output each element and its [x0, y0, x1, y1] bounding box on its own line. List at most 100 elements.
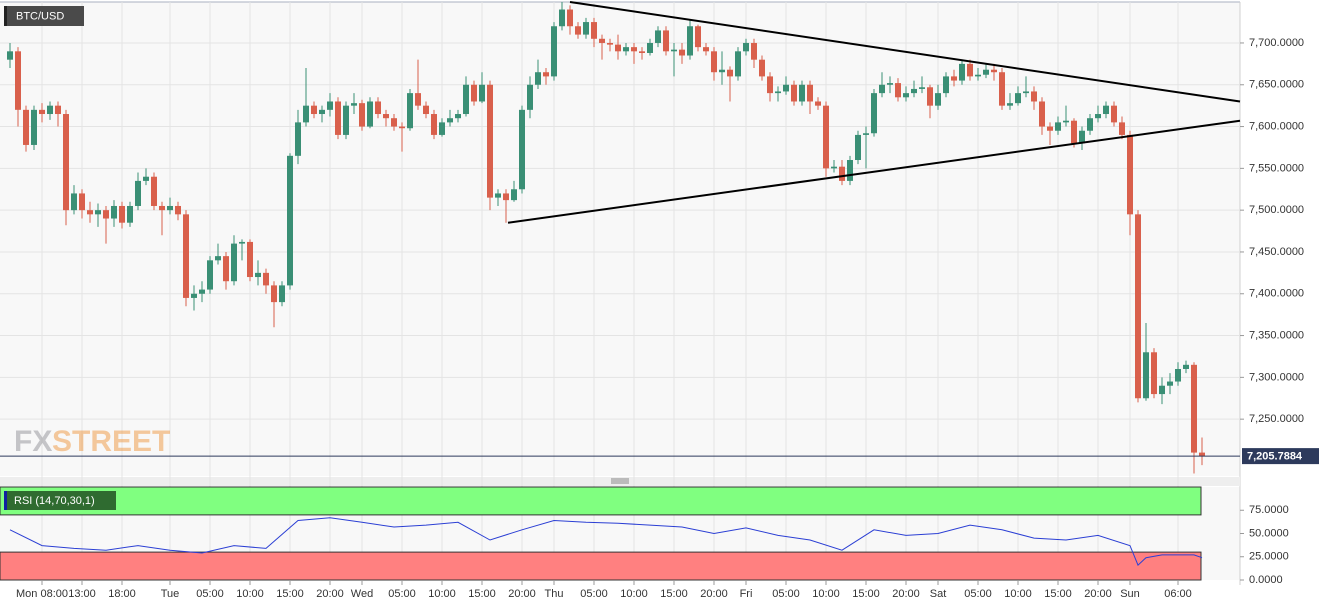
candle-body: [1175, 368, 1181, 382]
candle-body: [895, 83, 901, 98]
candle-body: [967, 63, 973, 77]
candle-body: [1111, 105, 1117, 123]
x-tick-label: 15:00: [1044, 588, 1072, 600]
candle-body: [647, 42, 653, 53]
x-tick-label: 10:00: [620, 588, 648, 600]
candle-body: [1183, 364, 1189, 369]
candle-body: [199, 289, 205, 294]
candle-body: [143, 176, 149, 181]
candle-body: [1087, 118, 1093, 131]
candle-body: [439, 122, 445, 135]
x-tick-label: 05:00: [580, 588, 608, 600]
candle-body: [719, 69, 725, 73]
candle-body: [927, 87, 933, 106]
candle-body: [47, 105, 53, 115]
candle-body: [1079, 130, 1085, 144]
candle-body: [407, 93, 413, 129]
x-tick-label: 05:00: [388, 588, 416, 600]
y-tick-label: 0.0000: [1249, 574, 1283, 586]
candle-body: [167, 205, 173, 211]
candle-body: [239, 241, 245, 244]
watermark: FX STREET: [14, 425, 170, 458]
candle-body: [615, 44, 621, 52]
x-tick-label: 15:00: [276, 588, 304, 600]
candle-body: [983, 69, 989, 75]
candle-body: [455, 114, 461, 119]
candle-body: [351, 103, 357, 106]
y-tick-label: 7,550.0000: [1249, 162, 1304, 174]
candle-body: [871, 93, 877, 134]
candle-body: [735, 51, 741, 77]
candle-body: [1055, 122, 1061, 131]
candle-body: [727, 69, 733, 77]
rsi-band: [0, 486, 1202, 516]
rsi-line: [9, 517, 1203, 566]
candle-body: [1071, 120, 1077, 144]
candle-body: [591, 22, 597, 39]
candle-body: [1047, 126, 1053, 131]
candle-body: [295, 122, 301, 156]
y-tick-label: 25.0000: [1249, 551, 1289, 563]
candle-body: [551, 26, 557, 77]
candle-body: [23, 109, 29, 145]
x-tick-label: Sun: [1120, 588, 1140, 600]
candle-body: [759, 59, 765, 77]
candle-body: [431, 114, 437, 135]
x-tick-label: 15:00: [660, 588, 688, 600]
x-tick-label: 20:00: [700, 588, 728, 600]
x-tick-label: 13:00: [68, 588, 96, 600]
candle-body: [631, 47, 637, 52]
candle-body: [135, 180, 141, 206]
candle-body: [783, 84, 789, 92]
candle-body: [423, 105, 429, 115]
y-tick-label: 7,500.0000: [1249, 204, 1304, 216]
candle-body: [55, 105, 61, 115]
candle-body: [887, 83, 893, 85]
x-tick-label: 10:00: [428, 588, 456, 600]
candle-body: [559, 9, 565, 27]
candle-body: [7, 51, 13, 60]
candle-body: [375, 101, 381, 115]
candle-body: [1007, 103, 1013, 106]
candle-body: [935, 93, 941, 106]
candle-body: [943, 76, 949, 94]
x-tick-label: 05:00: [964, 588, 992, 600]
candle-body: [999, 72, 1005, 106]
candle-body: [1167, 381, 1173, 386]
candle-body: [815, 101, 821, 106]
candle-body: [879, 84, 885, 94]
candle-body: [327, 101, 333, 110]
candle-body: [679, 49, 685, 56]
candle-body: [479, 84, 485, 102]
y-tick-label: 7,700.0000: [1249, 37, 1304, 49]
candle-body: [767, 76, 773, 94]
candle-body: [855, 134, 861, 160]
candle-body: [79, 193, 85, 211]
candle-body: [255, 272, 261, 278]
candle-body: [159, 205, 165, 211]
candle-body: [1039, 101, 1045, 127]
divider-handle[interactable]: [611, 478, 629, 484]
candle-body: [247, 241, 253, 278]
candle-body: [839, 166, 845, 181]
title-background: [4, 6, 84, 26]
candle-body: [191, 293, 197, 298]
candle-body: [495, 193, 501, 198]
y-tick-label: 75.0000: [1249, 504, 1289, 516]
y-tick-label: 7,650.0000: [1249, 79, 1304, 91]
candle-body: [703, 47, 709, 52]
watermark-street: STREET: [52, 425, 170, 458]
x-tick-label: Fri: [740, 588, 753, 600]
title-accent: [4, 6, 7, 26]
candle-body: [807, 84, 813, 102]
grid: [0, 2, 1240, 581]
candle-body: [111, 205, 117, 219]
candle-body: [663, 30, 669, 52]
x-tick-label: Wed: [351, 588, 373, 600]
candle-body: [343, 105, 349, 135]
candle-body: [271, 285, 277, 303]
candle-body: [39, 109, 45, 115]
candle-body: [95, 210, 101, 215]
candle-body: [415, 93, 421, 106]
